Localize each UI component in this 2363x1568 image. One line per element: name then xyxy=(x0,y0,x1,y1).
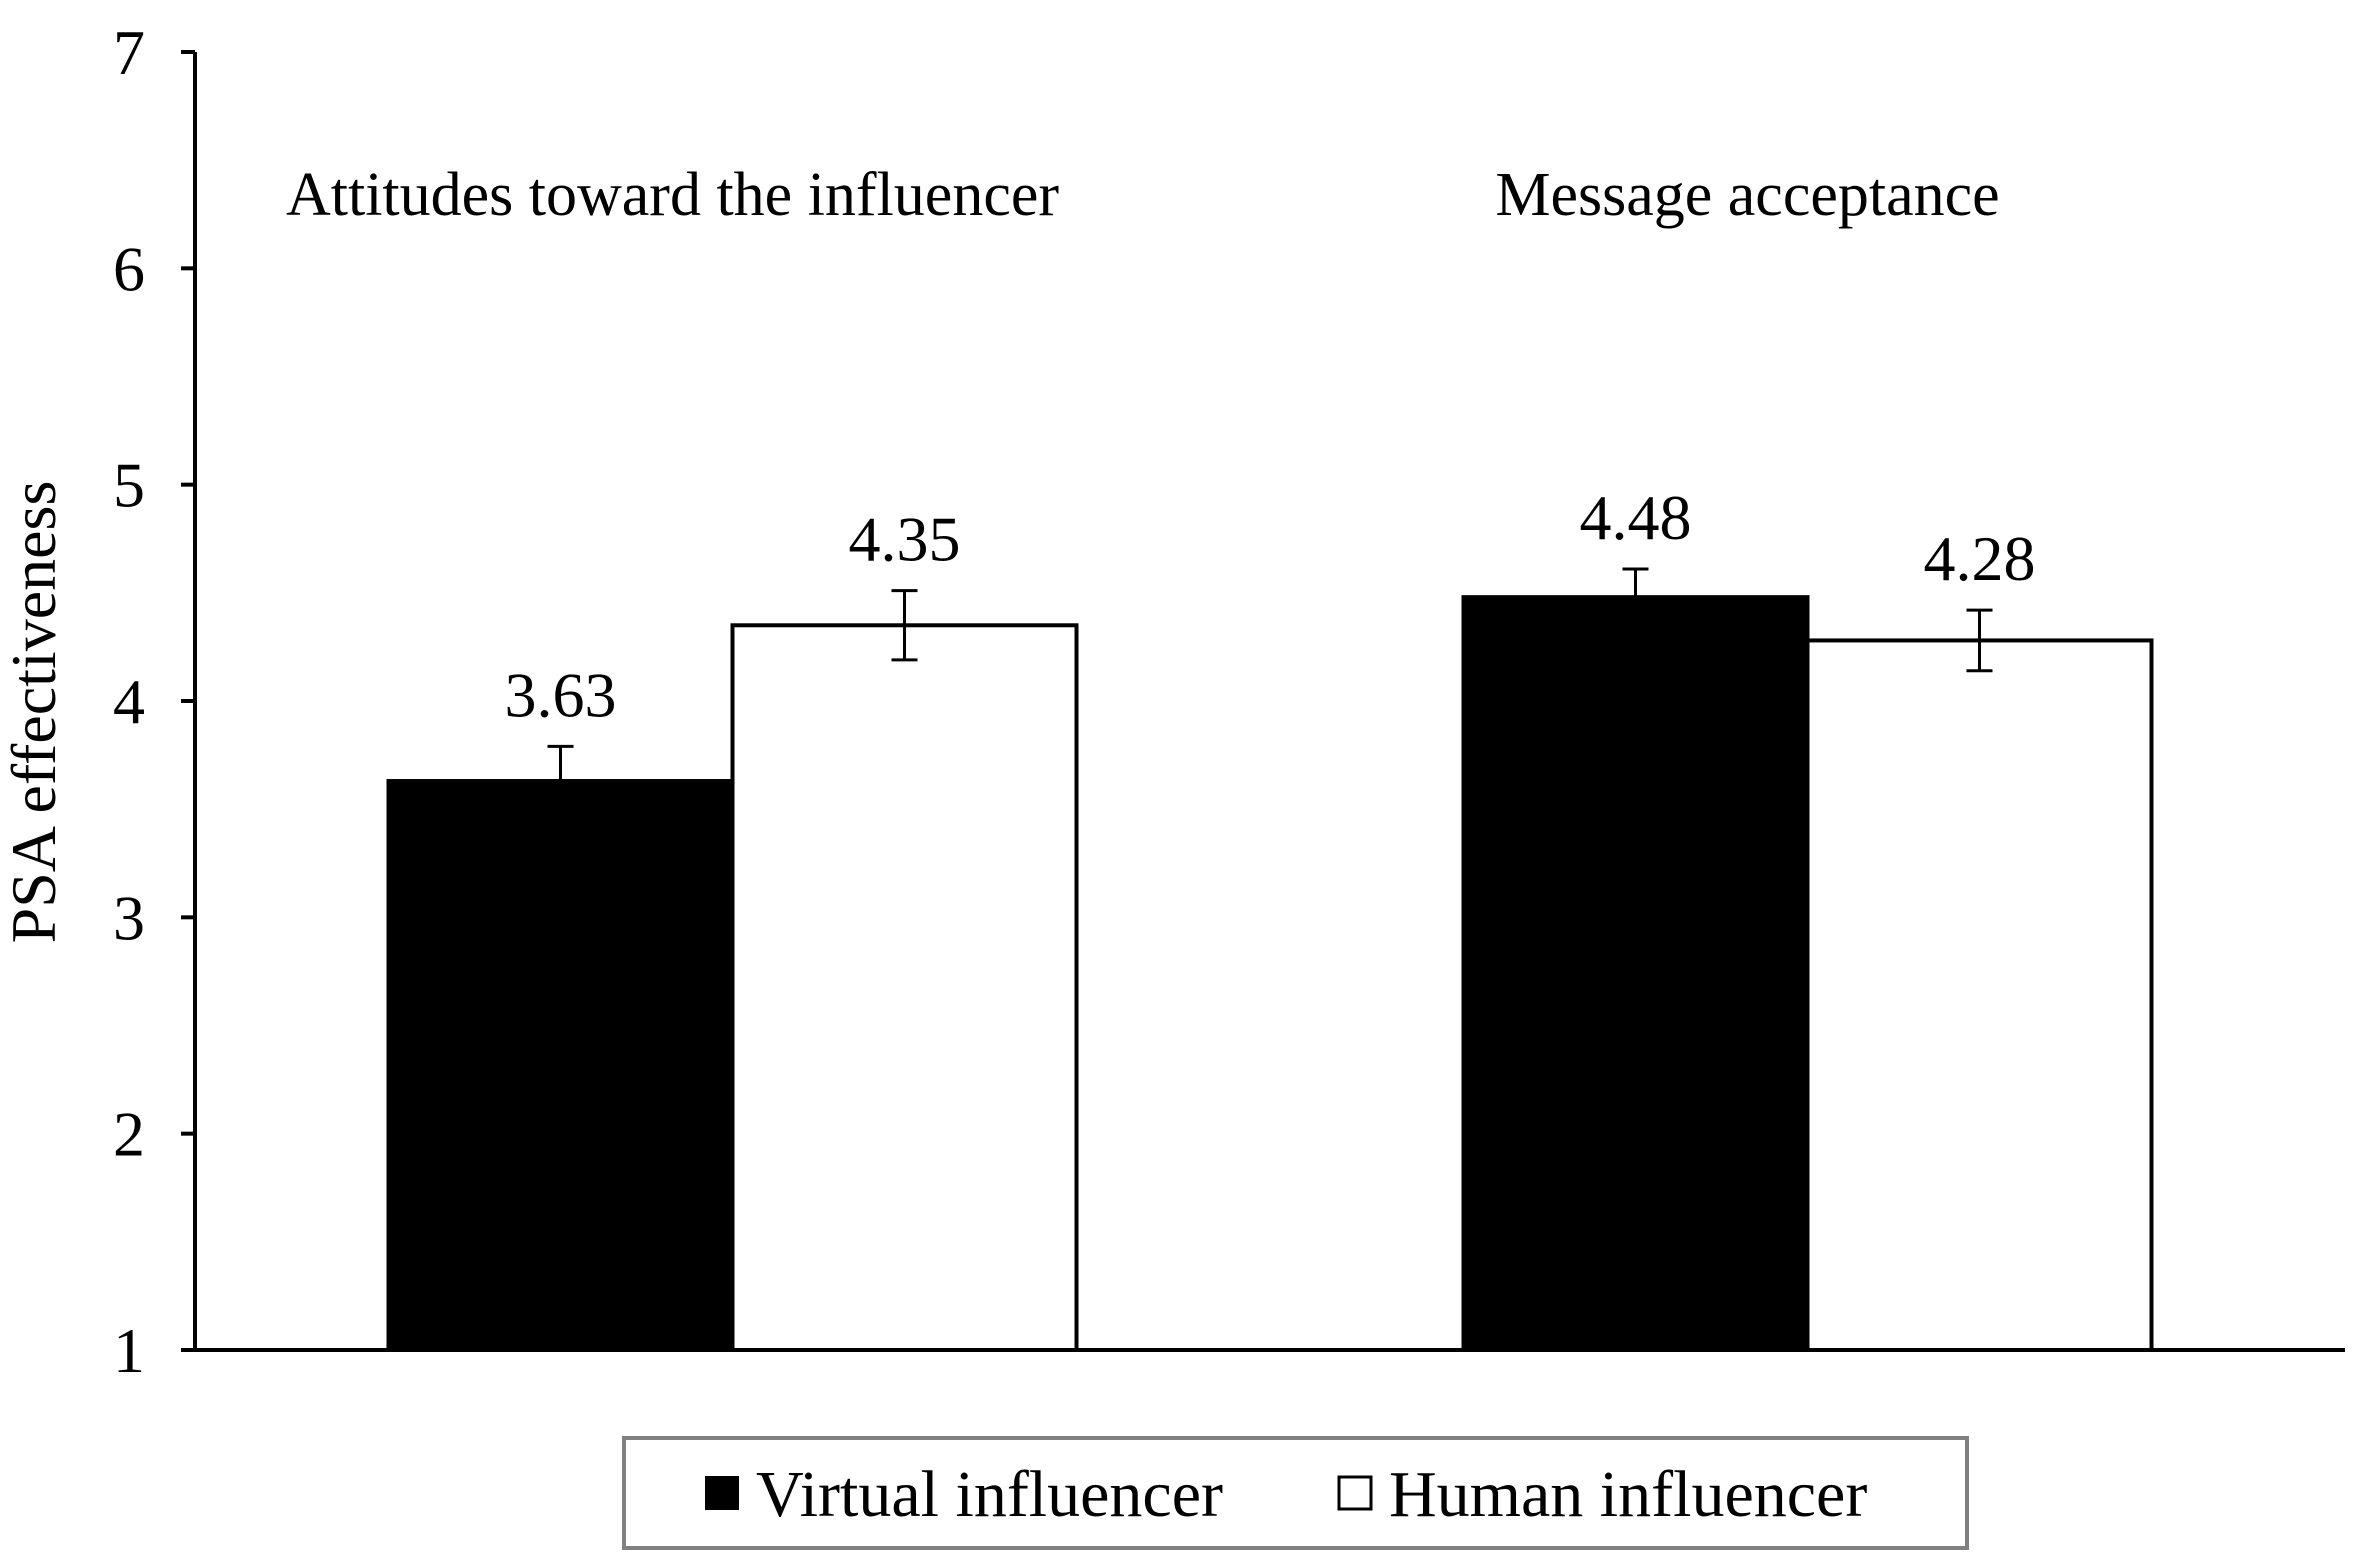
y-tick-label: 2 xyxy=(113,1099,145,1170)
legend: Virtual influencer Human influencer xyxy=(622,1436,1969,1550)
legend-swatch-human xyxy=(1337,1475,1373,1511)
data-label: 4.48 xyxy=(1580,482,1692,553)
data-label: 4.35 xyxy=(849,504,961,575)
y-tick-label: 1 xyxy=(113,1315,145,1386)
category-label: Message acceptance xyxy=(1495,161,1999,229)
bar xyxy=(1805,638,2154,1352)
legend-swatch-virtual xyxy=(705,1476,739,1510)
legend-label-human: Human influencer xyxy=(1389,1458,1867,1531)
data-label: 4.28 xyxy=(1924,523,2036,594)
category-label: Attitudes toward the influencer xyxy=(286,161,1059,229)
y-tick-label: 6 xyxy=(113,233,145,304)
data-label: 3.63 xyxy=(505,659,617,730)
category-labels: Attitudes toward the influencer Message a… xyxy=(286,161,2000,229)
bar xyxy=(730,623,1079,1352)
y-tick-label: 5 xyxy=(113,450,145,521)
y-tick-label: 4 xyxy=(113,666,145,737)
y-axis-label: PSA effectiveness xyxy=(0,481,69,944)
y-tick-label: 3 xyxy=(113,882,145,953)
y-axis: 1 2 3 4 5 6 7 xyxy=(113,17,197,1386)
bar xyxy=(1461,595,1810,1352)
legend-frame xyxy=(622,1436,1969,1550)
plot-area: 3.63 4.35 4.48 4.28 xyxy=(181,482,2345,1352)
legend-label-virtual: Virtual influencer xyxy=(756,1458,1223,1531)
bar xyxy=(386,779,735,1352)
y-tick-label: 7 xyxy=(113,17,145,88)
